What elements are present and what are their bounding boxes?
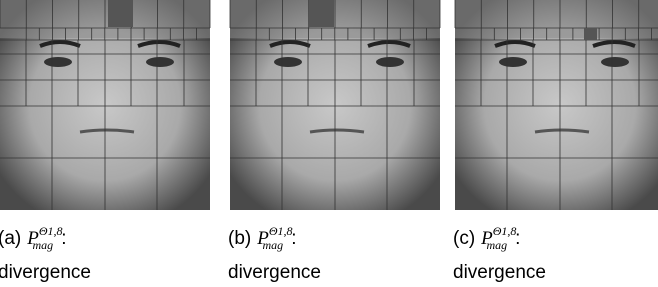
caption-tag: (b) — [228, 228, 251, 249]
symbol-sup: Θ1,8 — [493, 224, 517, 238]
caption-colon: : — [291, 228, 296, 249]
caption-line2: divergence — [453, 262, 546, 283]
caption-line2: divergence — [0, 262, 91, 283]
eye — [376, 57, 404, 67]
eye — [499, 57, 527, 67]
caption-line2: divergence — [228, 262, 321, 283]
highlight-cell — [584, 28, 597, 40]
symbol-sub: mag — [33, 238, 54, 252]
highlight-cell — [309, 0, 334, 27]
eye — [44, 57, 72, 67]
caption-tag: (a) — [0, 228, 21, 249]
caption-tag: (c) — [453, 228, 475, 249]
eye — [274, 57, 302, 67]
figure: (a)PΘ1,8mag: divergence (b)PΘ1,8mag: diverg… — [0, 0, 658, 287]
hair — [455, 0, 658, 38]
highlight-cell — [108, 0, 133, 27]
caption-colon: : — [61, 228, 66, 249]
symbol-sup: Θ1,8 — [269, 224, 293, 238]
figure-canvas: (a)PΘ1,8mag: divergence (b)PΘ1,8mag: diverg… — [0, 0, 658, 287]
symbol-sup: Θ1,8 — [39, 224, 63, 238]
eye — [146, 57, 174, 67]
symbol-sub: mag — [263, 238, 284, 252]
eye — [601, 57, 629, 67]
symbol-sub: mag — [486, 238, 507, 252]
caption-colon: : — [515, 228, 520, 249]
